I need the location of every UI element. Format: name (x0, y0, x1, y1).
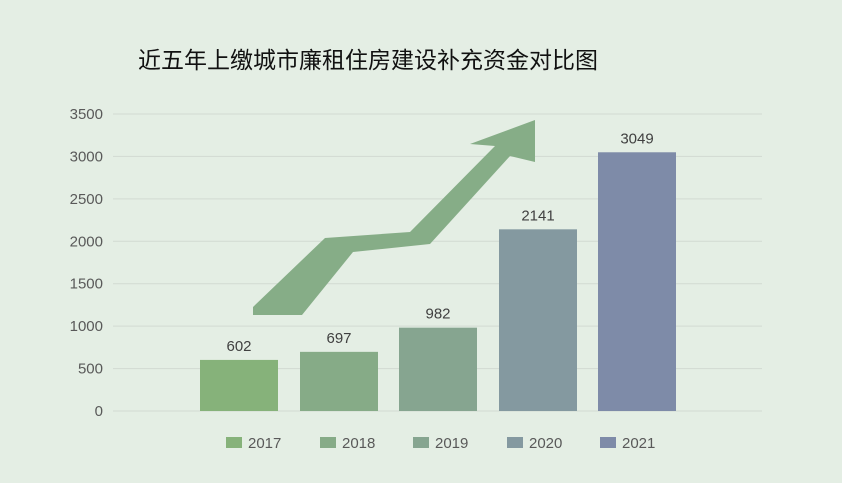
legend-label: 2019 (435, 435, 468, 452)
legend-swatch (320, 437, 336, 448)
y-tick-label: 3000 (70, 148, 103, 165)
bar-2021 (598, 152, 676, 411)
y-tick-label: 1000 (70, 318, 103, 335)
legend-label: 2018 (342, 435, 375, 452)
chart-title: 近五年上缴城市廉租住房建设补充资金对比图 (138, 48, 598, 74)
data-label: 697 (326, 330, 351, 347)
legend-label: 2017 (248, 435, 281, 452)
bar-2017 (200, 359, 278, 411)
y-tick-label: 2000 (70, 233, 103, 250)
y-axis-ticks: 0 500 1000 1500 2000 2500 3000 3500 (70, 106, 103, 420)
data-labels: 602 697 982 2141 3049 (226, 130, 653, 355)
legend-swatch (413, 437, 429, 448)
y-tick-label: 500 (78, 361, 103, 378)
y-tick-label: 3500 (70, 106, 103, 123)
y-tick-label: 1500 (70, 276, 103, 293)
legend-swatch (507, 437, 523, 448)
data-label: 602 (226, 338, 251, 355)
legend-label: 2020 (529, 435, 562, 452)
legend-label: 2021 (622, 435, 655, 452)
bar-2020 (499, 229, 577, 411)
legend-swatch (226, 437, 242, 448)
data-label: 982 (425, 306, 450, 323)
legend-swatch (600, 437, 616, 448)
bars (200, 152, 676, 411)
bar-2018 (300, 351, 378, 411)
y-tick-label: 2500 (70, 191, 103, 208)
bar-2019 (399, 327, 477, 411)
data-label: 2141 (521, 207, 554, 224)
legend: 2017 2018 2019 2020 2021 (226, 435, 655, 452)
y-tick-label: 0 (95, 403, 103, 420)
data-label: 3049 (620, 130, 653, 147)
trend-arrow-icon (253, 120, 535, 315)
